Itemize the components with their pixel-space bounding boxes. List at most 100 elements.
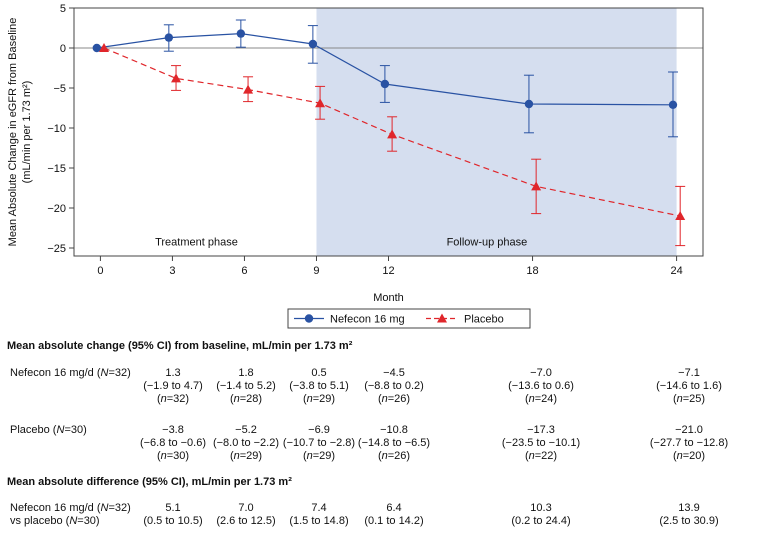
- y-tick-label: 0: [60, 43, 66, 55]
- difference-cell-line: 10.3: [530, 502, 552, 514]
- nefecon-cell-line: (−3.8 to 5.1): [289, 380, 349, 392]
- table-heading-change: Mean absolute change (95% CI) from basel…: [7, 340, 353, 352]
- nefecon-cell: 1.3 (−1.9 to 4.7) (n=32): [123, 367, 223, 406]
- difference-cell: 10.3 (0.2 to 24.4): [491, 502, 591, 528]
- data-point: [308, 39, 318, 49]
- data-point: [92, 43, 102, 53]
- nefecon-cell: −4.5 (−8.8 to 0.2) (n=26): [344, 367, 444, 406]
- data-point: [387, 129, 398, 139]
- placebo-cell-line: (−6.8 to −0.6): [139, 437, 207, 449]
- placebo-cell-line: −21.0: [675, 424, 703, 436]
- data-point: [164, 33, 174, 42]
- placebo-cell-line: (−10.7 to −2.8): [282, 437, 356, 449]
- nefecon-cell-line: (−13.6 to 0.6): [508, 380, 574, 392]
- nefecon-cell-line: (n=28): [229, 393, 263, 405]
- nefecon-cell-line: (−14.6 to 1.6): [656, 380, 722, 392]
- difference-cell: 7.0 (2.6 to 12.5): [196, 502, 296, 528]
- row-label-diff-1: Nefecon 16 mg/d (N=32): [10, 502, 131, 514]
- placebo-cell-line: (−14.8 to −6.5): [357, 437, 431, 449]
- row-label-diff-2: vs placebo (N=30): [10, 515, 100, 527]
- difference-cell-line: 7.0: [238, 502, 254, 514]
- nefecon-cell: 1.8 (−1.4 to 5.2) (n=28): [196, 367, 296, 406]
- difference-cell-line: 6.4: [386, 502, 402, 514]
- nefecon-cell-line: (n=25): [672, 393, 706, 405]
- difference-cell: 5.1 (0.5 to 10.5): [123, 502, 223, 528]
- followup-phase-shading: [316, 8, 677, 256]
- data-point: [243, 84, 254, 94]
- placebo-cell-line: −6.9: [308, 424, 330, 436]
- placebo-cell-line: −5.2: [235, 424, 257, 436]
- y-axis-label: Mean Absolute Change in eGFR from Baseli…: [7, 18, 19, 247]
- x-tick-label: 9: [313, 265, 319, 277]
- difference-cell-line: (2.6 to 12.5): [216, 515, 276, 527]
- placebo-cell-line: (n=29): [302, 450, 336, 462]
- placebo-cell-line: (−27.7 to −12.8): [649, 437, 729, 449]
- placebo-cell-line: (−8.0 to −2.2): [212, 437, 280, 449]
- y-axis-label-units: (mL/min per 1.73 m²): [21, 81, 33, 184]
- x-tick-label: 18: [526, 265, 538, 277]
- data-point: [531, 181, 542, 191]
- data-point: [315, 98, 326, 108]
- legend-label-placebo: Placebo: [464, 314, 504, 326]
- row-label-nefecon: Nefecon 16 mg/d (N=32): [10, 367, 131, 379]
- legend-marker-placebo: [437, 313, 447, 323]
- x-tick-label: 24: [670, 265, 682, 277]
- placebo-cell-line: (n=22): [524, 450, 558, 462]
- placebo-cell-line: (−23.5 to −10.1): [501, 437, 581, 449]
- data-point: [171, 73, 182, 83]
- difference-cell-line: (0.1 to 14.2): [364, 515, 424, 527]
- placebo-cell: −5.2 (−8.0 to −2.2) (n=29): [196, 424, 296, 463]
- placebo-cell: −3.8 (−6.8 to −0.6) (n=30): [123, 424, 223, 463]
- data-point: [668, 100, 678, 110]
- difference-cell-line: (0.5 to 10.5): [143, 515, 203, 527]
- difference-cell: 13.9 (2.5 to 30.9): [639, 502, 739, 528]
- x-tick-label: 12: [382, 265, 394, 277]
- difference-cell-line: 7.4: [311, 502, 327, 514]
- series-placebo: [99, 43, 686, 247]
- nefecon-cell-line: (n=32): [156, 393, 190, 405]
- legend: Nefecon 16 mg Placebo: [287, 308, 531, 329]
- nefecon-cell: 0.5 (−3.8 to 5.1) (n=29): [269, 367, 369, 406]
- placebo-cell-line: (n=29): [229, 450, 263, 462]
- data-point: [236, 29, 246, 38]
- difference-cell-line: (1.5 to 14.8): [289, 515, 349, 527]
- nefecon-cell-line: (−8.8 to 0.2): [364, 380, 424, 392]
- x-tick-label: 0: [97, 265, 103, 277]
- nefecon-cell-line: (−1.4 to 5.2): [216, 380, 276, 392]
- difference-cell-line: 5.1: [165, 502, 181, 514]
- nefecon-cell-line: (n=26): [377, 393, 411, 405]
- y-tick-label: −5: [53, 83, 66, 95]
- y-tick-label: −10: [47, 123, 66, 135]
- legend-label-nefecon: Nefecon 16 mg: [330, 314, 405, 326]
- nefecon-cell-line: −4.5: [383, 367, 405, 379]
- placebo-cell: −21.0 (−27.7 to −12.8) (n=20): [639, 424, 739, 463]
- egfr-line-chart: 5 0 −5 −10 −15 −20 −25 0 3 6 9 12 18 24 Month Mean Abso…: [7, 3, 704, 329]
- placebo-cell: −17.3 (−23.5 to −10.1) (n=22): [491, 424, 591, 463]
- table-heading-difference: Mean absolute difference (95% CI), mL/mi…: [7, 476, 292, 488]
- legend-box: [287, 308, 531, 329]
- nefecon-cell-line: (−1.9 to 4.7): [143, 380, 203, 392]
- y-tick-label: −25: [47, 243, 66, 255]
- placebo-cell-line: (n=20): [672, 450, 706, 462]
- placebo-cell-line: (n=26): [377, 450, 411, 462]
- data-point: [675, 211, 686, 220]
- nefecon-cell-line: 1.3: [165, 367, 181, 379]
- series-nefecon: [92, 19, 678, 138]
- placebo-cell-line: −10.8: [380, 424, 408, 436]
- y-tick-label: −15: [47, 163, 66, 175]
- difference-cell-line: 13.9: [678, 502, 700, 514]
- y-tick-label: 5: [60, 3, 66, 15]
- placebo-cell: −6.9 (−10.7 to −2.8) (n=29): [269, 424, 369, 463]
- data-point: [524, 99, 534, 109]
- followup-phase-label: Follow-up phase: [447, 237, 528, 249]
- placebo-cell: −10.8 (−14.8 to −6.5) (n=26): [344, 424, 444, 463]
- nefecon-cell-line: (n=29): [302, 393, 336, 405]
- nefecon-cell-line: 1.8: [238, 367, 254, 379]
- y-tick-label: −20: [47, 203, 66, 215]
- data-point: [380, 79, 390, 89]
- difference-cell: 6.4 (0.1 to 14.2): [344, 502, 444, 528]
- x-tick-label: 3: [169, 265, 175, 277]
- difference-cell-line: (2.5 to 30.9): [659, 515, 719, 527]
- nefecon-cell-line: −7.0: [530, 367, 552, 379]
- data-point: [99, 43, 110, 52]
